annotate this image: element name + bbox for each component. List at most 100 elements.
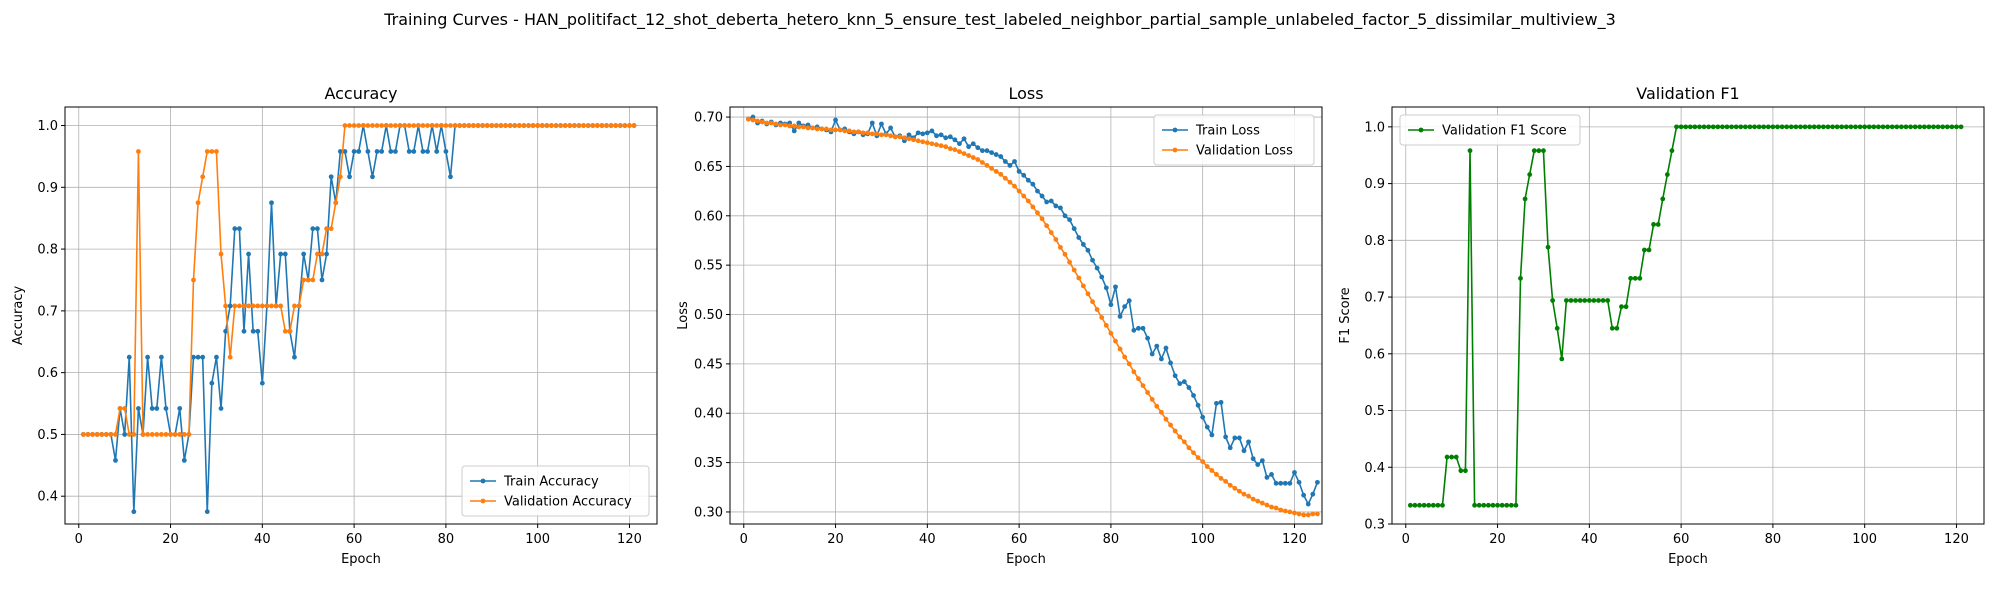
data-point bbox=[934, 142, 939, 148]
data-point bbox=[883, 132, 889, 138]
data-point bbox=[851, 129, 857, 135]
data-point bbox=[521, 123, 527, 128]
data-point bbox=[796, 124, 802, 130]
data-point bbox=[1761, 124, 1767, 130]
data-point bbox=[631, 123, 637, 128]
x-tick-label: 20 bbox=[1489, 532, 1506, 547]
data-point bbox=[1181, 439, 1187, 445]
data-point bbox=[1476, 502, 1482, 508]
data-point bbox=[1214, 400, 1219, 406]
data-point bbox=[1172, 373, 1178, 379]
data-point bbox=[1310, 511, 1316, 517]
data-point bbox=[1181, 379, 1187, 385]
data-point bbox=[1071, 226, 1077, 232]
data-point bbox=[255, 303, 261, 309]
data-point bbox=[1122, 304, 1128, 310]
data-point bbox=[1172, 428, 1178, 434]
data-point bbox=[929, 141, 935, 147]
data-point bbox=[1113, 338, 1118, 344]
y-tick-label: 0.9 bbox=[1364, 177, 1385, 192]
y-tick-label: 0.65 bbox=[694, 160, 723, 175]
data-point bbox=[429, 123, 435, 128]
y-tick-label: 0.4 bbox=[1364, 461, 1385, 476]
data-point bbox=[915, 130, 921, 136]
data-point bbox=[617, 123, 623, 128]
data-point bbox=[310, 226, 316, 232]
data-point bbox=[200, 354, 206, 360]
data-point bbox=[590, 123, 596, 128]
data-point bbox=[1912, 124, 1918, 130]
data-point bbox=[397, 123, 403, 128]
data-point bbox=[1200, 414, 1206, 420]
data-point bbox=[1301, 512, 1307, 518]
data-point bbox=[1720, 124, 1725, 130]
data-point bbox=[1738, 124, 1744, 130]
data-point bbox=[218, 251, 224, 257]
data-point bbox=[558, 123, 564, 128]
data-point bbox=[869, 120, 875, 126]
data-point bbox=[333, 200, 339, 206]
data-point bbox=[1195, 455, 1201, 461]
data-point bbox=[622, 123, 628, 128]
data-point bbox=[1200, 459, 1206, 465]
y-tick-label: 1.0 bbox=[1364, 120, 1385, 135]
data-point bbox=[1472, 502, 1478, 508]
data-point bbox=[1145, 335, 1151, 341]
data-point bbox=[1545, 244, 1551, 250]
data-point bbox=[1250, 456, 1256, 462]
data-point bbox=[1227, 482, 1233, 488]
data-point bbox=[1440, 502, 1445, 508]
data-point bbox=[1871, 124, 1877, 130]
data-point bbox=[1733, 124, 1739, 130]
data-point bbox=[1563, 298, 1569, 303]
data-point bbox=[1080, 242, 1086, 247]
data-point bbox=[347, 174, 352, 180]
data-point bbox=[1259, 500, 1265, 506]
data-point bbox=[406, 149, 412, 154]
data-point bbox=[1255, 462, 1261, 467]
x-tick-label: 20 bbox=[162, 532, 179, 547]
legend-marker bbox=[1172, 147, 1178, 153]
data-point bbox=[1158, 409, 1164, 415]
data-point bbox=[319, 251, 325, 257]
data-point bbox=[1779, 124, 1785, 130]
data-point bbox=[1632, 275, 1638, 281]
data-point bbox=[177, 432, 183, 437]
data-point bbox=[1099, 315, 1105, 320]
data-point bbox=[1678, 124, 1684, 130]
data-point bbox=[195, 354, 201, 360]
y-axis-label: F1 Score bbox=[1338, 287, 1353, 343]
data-point bbox=[1296, 479, 1302, 485]
data-point bbox=[1820, 124, 1826, 130]
data-point bbox=[837, 127, 843, 133]
data-point bbox=[608, 123, 614, 128]
data-point bbox=[1453, 454, 1459, 460]
data-point bbox=[604, 123, 609, 128]
data-point bbox=[828, 127, 834, 133]
y-tick-label: 0.8 bbox=[37, 243, 58, 258]
plot-frame bbox=[64, 106, 658, 525]
data-point bbox=[1417, 502, 1422, 508]
data-point bbox=[342, 123, 348, 128]
data-point bbox=[1236, 488, 1242, 494]
data-point bbox=[232, 226, 238, 232]
data-point bbox=[1039, 216, 1045, 222]
data-point bbox=[209, 380, 215, 386]
data-point bbox=[846, 128, 852, 134]
data-point bbox=[1227, 445, 1233, 451]
data-point bbox=[328, 174, 334, 180]
data-point bbox=[461, 123, 467, 128]
data-point bbox=[1044, 223, 1050, 229]
data-point bbox=[282, 328, 288, 334]
data-point bbox=[1305, 512, 1311, 518]
data-point bbox=[80, 432, 86, 437]
data-point bbox=[1430, 502, 1436, 508]
data-point bbox=[1292, 470, 1297, 475]
data-point bbox=[571, 123, 577, 128]
data-point bbox=[204, 509, 210, 515]
data-point bbox=[1889, 124, 1895, 130]
data-point bbox=[989, 150, 994, 156]
data-point bbox=[1007, 179, 1013, 185]
data-point bbox=[236, 226, 242, 232]
data-point bbox=[1898, 124, 1904, 130]
